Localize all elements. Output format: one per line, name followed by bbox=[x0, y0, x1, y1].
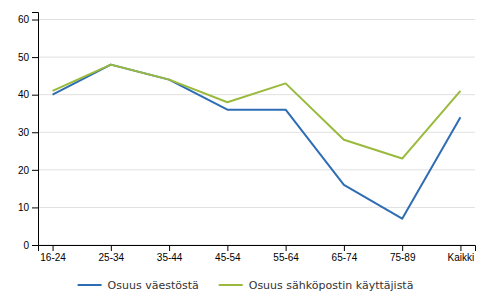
x-axis: 16-24 25-34 35-44 45-54 55-64 65-74 75-89 Kaikk… bbox=[39, 245, 476, 263]
x-tick: 55-64 bbox=[273, 245, 299, 263]
y-tick-mark bbox=[32, 20, 38, 21]
y-tick: 60 bbox=[18, 14, 38, 25]
x-tick-label: 35-44 bbox=[157, 252, 183, 263]
x-tick: 35-44 bbox=[157, 245, 183, 263]
y-tick-mark bbox=[32, 245, 38, 246]
x-tick: 16-24 bbox=[40, 245, 66, 263]
y-tick: 30 bbox=[18, 127, 38, 138]
plot: 0 10 20 30 40 50 60 16-24 25-34 35-44 45-54 55-64 65… bbox=[18, 13, 476, 264]
grid bbox=[38, 20, 475, 245]
y-tick: 0 bbox=[23, 240, 38, 251]
y-tick-mark bbox=[32, 170, 38, 171]
grid-line bbox=[38, 94, 475, 95]
x-tick-mark bbox=[344, 245, 345, 251]
x-tick: 25-34 bbox=[99, 245, 125, 263]
legend-label: Osuus väestöstä bbox=[108, 279, 199, 292]
y-tick-label: 40 bbox=[18, 89, 30, 100]
x-tick-label: 65-74 bbox=[332, 252, 358, 263]
legend-swatch bbox=[219, 284, 243, 286]
y-tick-mark bbox=[32, 207, 38, 208]
chart: 0 10 20 30 40 50 60 16-24 25-34 35-44 45-54 55-64 65… bbox=[0, 0, 491, 303]
grid-line bbox=[38, 169, 475, 170]
x-axis-line bbox=[39, 246, 476, 252]
y-tick-label: 30 bbox=[18, 127, 30, 138]
y-tick: 10 bbox=[18, 202, 38, 213]
x-tick-label: 25-34 bbox=[99, 252, 125, 263]
x-tick-mark bbox=[460, 245, 461, 251]
x-tick: Kaikki bbox=[448, 245, 475, 263]
y-axis: 0 10 20 30 40 50 60 bbox=[18, 13, 39, 251]
y-tick-label: 10 bbox=[18, 202, 30, 213]
y-tick-mark bbox=[32, 57, 38, 58]
series-line bbox=[53, 65, 461, 159]
x-tick-mark bbox=[53, 245, 54, 251]
x-tick-mark bbox=[111, 245, 112, 251]
x-tick-label: 55-64 bbox=[273, 252, 299, 263]
x-tick: 45-54 bbox=[215, 245, 241, 263]
legend-item: Osuus sähköpostin käyttäjistä bbox=[219, 279, 414, 292]
x-tick-mark bbox=[286, 245, 287, 251]
x-tick-label: 75-89 bbox=[390, 252, 416, 263]
legend-label: Osuus sähköpostin käyttäjistä bbox=[249, 279, 414, 292]
legend-swatch bbox=[78, 284, 102, 286]
y-tick: 50 bbox=[18, 52, 38, 63]
x-tick: 75-89 bbox=[390, 245, 416, 263]
y-tick: 20 bbox=[18, 165, 38, 176]
y-tick-label: 20 bbox=[18, 165, 30, 176]
x-tick-mark bbox=[169, 245, 170, 251]
legend-item: Osuus väestöstä bbox=[78, 279, 199, 292]
y-tick-mark bbox=[32, 95, 38, 96]
grid-line bbox=[38, 19, 475, 20]
grid-line bbox=[38, 57, 475, 58]
series-group bbox=[53, 65, 461, 219]
x-tick-label: 45-54 bbox=[215, 252, 241, 263]
grid-line bbox=[38, 132, 475, 133]
x-tick-label: 16-24 bbox=[40, 252, 66, 263]
y-axis-line bbox=[32, 13, 39, 246]
x-tick-mark bbox=[402, 245, 403, 251]
x-tick-mark bbox=[227, 245, 228, 251]
legend: Osuus väestöstä Osuus sähköpostin käyttäj… bbox=[78, 279, 414, 292]
x-tick: 65-74 bbox=[332, 245, 358, 263]
y-tick-mark bbox=[32, 132, 38, 133]
series-line bbox=[53, 65, 461, 219]
y-tick: 40 bbox=[18, 89, 38, 100]
y-tick-label: 0 bbox=[23, 240, 29, 251]
y-tick-label: 60 bbox=[18, 14, 30, 25]
x-tick-label: Kaikki bbox=[448, 252, 475, 263]
y-tick-label: 50 bbox=[18, 52, 30, 63]
